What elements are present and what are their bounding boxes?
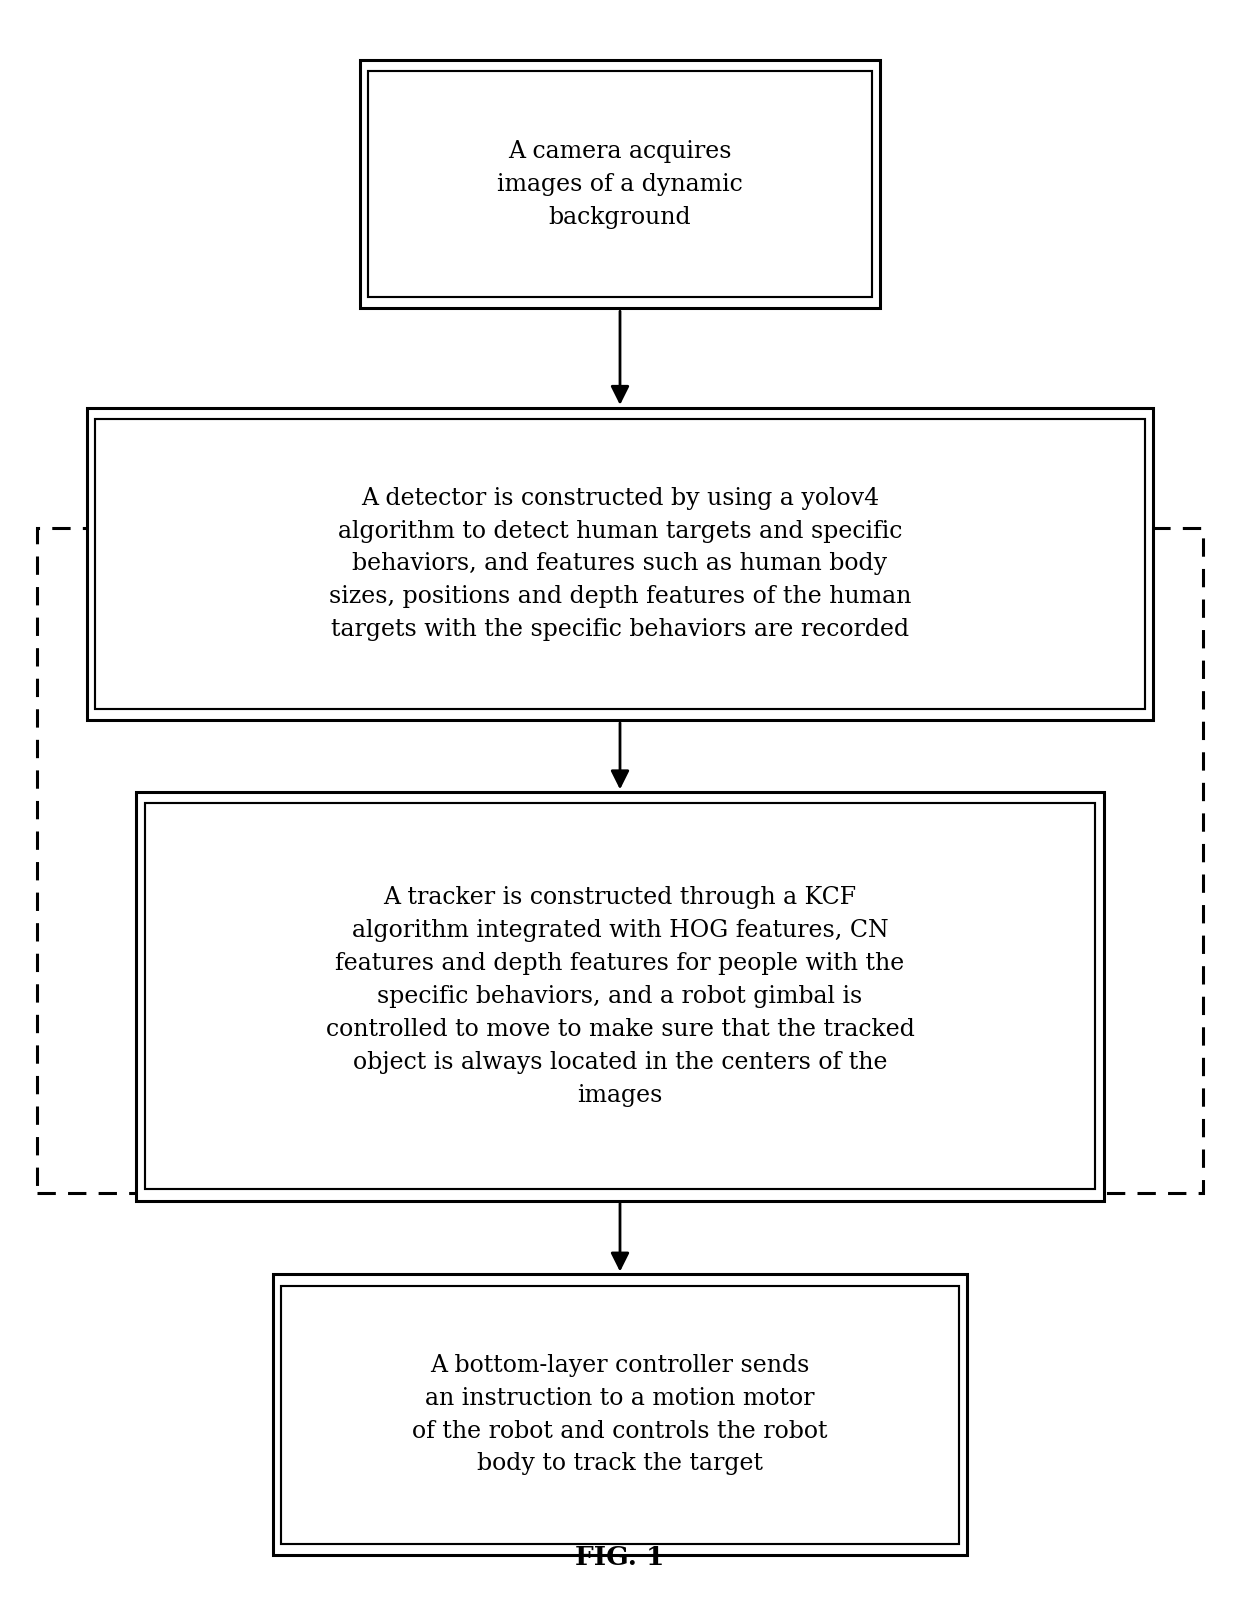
Bar (136, 791, 1104, 1202)
Bar (281, 1285, 959, 1544)
Bar (145, 804, 1095, 1189)
Text: A camera acquires
images of a dynamic
background: A camera acquires images of a dynamic ba… (497, 139, 743, 229)
Bar (87, 407, 1153, 721)
Bar (95, 420, 1145, 708)
Bar (273, 1275, 967, 1554)
Bar (368, 70, 872, 298)
Text: A tracker is constructed through a KCF
algorithm integrated with HOG features, C: A tracker is constructed through a KCF a… (326, 886, 914, 1107)
Text: A detector is constructed by using a yolov4
algorithm to detect human targets an: A detector is constructed by using a yol… (329, 487, 911, 641)
Bar (37, 527, 1203, 1192)
Bar (360, 59, 880, 308)
Text: A bottom-layer controller sends
an instruction to a motion motor
of the robot an: A bottom-layer controller sends an instr… (412, 1354, 828, 1475)
Text: FIG. 1: FIG. 1 (575, 1544, 665, 1570)
